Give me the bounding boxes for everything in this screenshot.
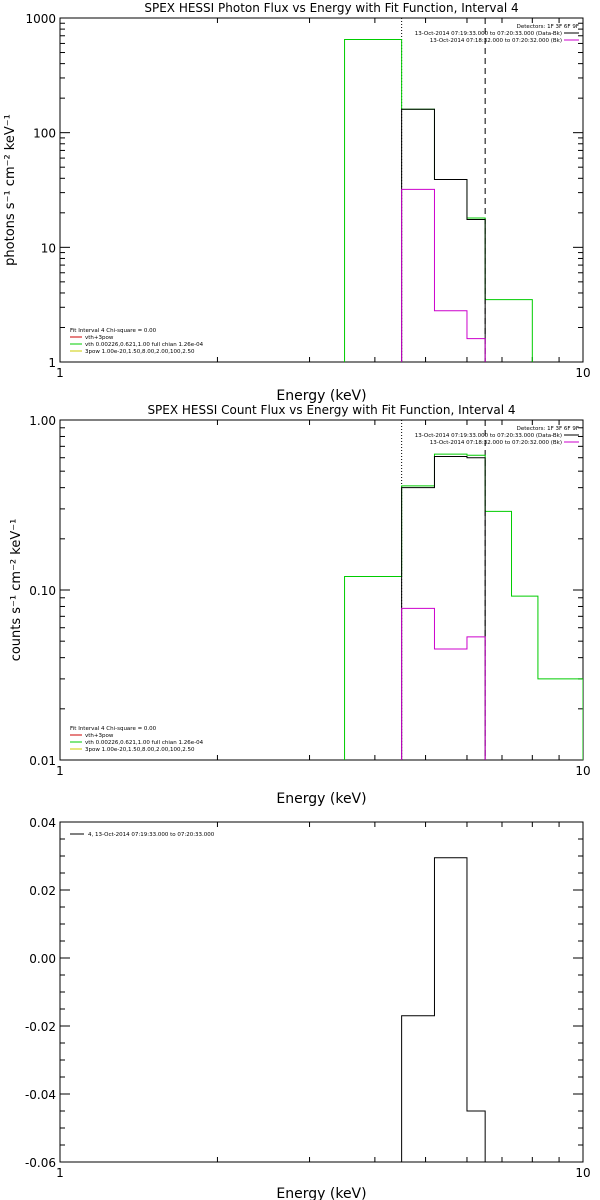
y-tick-label: -0.02 — [25, 1020, 56, 1034]
panel-1: 1 10 1 10 100 1000 SPEX HESSI Photon Flux vs E… — [3, 1, 591, 404]
series-1-step-line — [344, 453, 583, 760]
legend-right-entry: 13-Oct-2014 07:18:32.000 to 07:20:32.000… — [430, 440, 562, 446]
y-tick-label: 0.02 — [29, 884, 56, 898]
y-tick-label: 10 — [41, 241, 56, 255]
series-1-step-line — [401, 857, 486, 1162]
fit-legend-entry: 3pow 1.00e-20,1.50,8.00,2.00,100,2.50 — [85, 349, 195, 355]
plot-frame — [59, 821, 584, 1163]
plot-frame — [59, 17, 584, 363]
legend-right-entry: 13-Oct-2014 07:19:33.000 to 07:20:33.000… — [415, 31, 562, 37]
x-tick-label: 10 — [575, 1166, 590, 1180]
chart-title: SPEX HESSI Photon Flux vs Energy with Fi… — [144, 1, 518, 15]
legend-entry: 4, 13-Oct-2014 07:19:33.000 to 07:20:33.… — [88, 832, 215, 838]
x-axis-label: Energy (keV) — [276, 388, 366, 404]
fit-legend-entry: vth 0.00226,0.621,1.00 full chian 1.26e-… — [85, 342, 204, 348]
x-tick-label: 1 — [56, 1166, 64, 1180]
panel-2: 1 10 0.01 0.10 1.00 SPEX HESSI Count Flux vs … — [9, 403, 591, 807]
fit-legend-title: Fit Interval 4 Chi-square = 0.00 — [70, 328, 157, 334]
x-axis-label: Energy (keV) — [276, 1186, 366, 1200]
x-tick-label: 1 — [56, 366, 64, 380]
series-1-step-line — [344, 38, 533, 362]
legend-right-entry: 13-Oct-2014 07:19:33.000 to 07:20:33.000… — [415, 433, 562, 439]
detectors-label: Detectors: 1F 3F 6F 9F — [517, 24, 579, 30]
fit-legend-title: Fit Interval 4 Chi-square = 0.00 — [70, 726, 157, 732]
series-3-step-line — [401, 607, 486, 760]
x-tick-label: 10 — [575, 764, 590, 778]
y-tick-label: 100 — [33, 127, 56, 141]
fit-legend-entry: vth 0.00226,0.621,1.00 full chian 1.26e-… — [85, 740, 204, 746]
y-tick-label: -0.06 — [25, 1156, 56, 1170]
series-2-step-line — [401, 455, 486, 760]
y-axis-label: photons s⁻¹ cm⁻² keV⁻¹ — [3, 114, 18, 266]
x-tick-label: 1 — [56, 764, 64, 778]
y-axis-label: counts s⁻¹ cm⁻² keV⁻¹ — [9, 519, 24, 662]
y-tick-label: -0.04 — [25, 1088, 56, 1102]
panel-3: 1 10 -0.06 -0.04 -0.02 0.00 0.02 0.04 Energy (ke… — [25, 816, 591, 1200]
fit-legend-entry: vth+3pow — [85, 335, 114, 341]
series-3-step-line — [401, 188, 486, 362]
y-tick-label: 1 — [48, 356, 56, 370]
y-tick-label: 0.04 — [29, 816, 56, 830]
y-tick-label: 0.01 — [29, 754, 56, 768]
series-2-step-line — [401, 108, 486, 362]
fit-legend-entry: vth+3pow — [85, 733, 114, 739]
y-tick-label: 0.00 — [29, 952, 56, 966]
x-tick-label: 10 — [575, 366, 590, 380]
y-tick-label: 1000 — [25, 12, 56, 26]
y-tick-label: 1.00 — [29, 414, 56, 428]
legend-right-entry: 13-Oct-2014 07:18:32.000 to 07:20:32.000… — [430, 38, 562, 44]
plot-frame — [59, 419, 584, 761]
detectors-label: Detectors: 1F 3F 6F 9F — [517, 426, 579, 432]
chart-title: SPEX HESSI Count Flux vs Energy with Fit… — [147, 403, 515, 417]
y-tick-label: 0.10 — [29, 584, 56, 598]
fit-legend-entry: 3pow 1.00e-20,1.50,8.00,2.00,100,2.50 — [85, 747, 195, 753]
x-axis-label: Energy (keV) — [276, 791, 366, 807]
